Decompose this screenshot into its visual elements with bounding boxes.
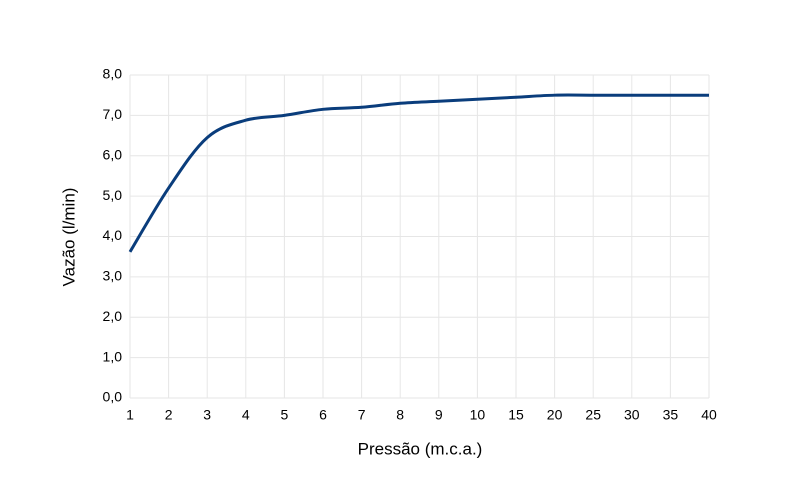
x-tick-label: 10 [470,407,486,423]
x-tick-label: 8 [396,407,404,423]
x-axis-title: Pressão (m.c.a.) [358,439,483,458]
y-axis-title: Vazão (l/min) [59,188,78,287]
y-tick-label: 3,0 [103,268,123,284]
y-tick-label: 2,0 [103,308,123,324]
y-tick-label: 0,0 [103,389,123,405]
x-tick-label: 40 [701,407,717,423]
x-tick-label: 35 [663,407,679,423]
x-tick-label: 6 [319,407,327,423]
y-tick-label: 6,0 [103,146,123,162]
y-tick-label: 8,0 [103,66,123,82]
y-tick-label: 7,0 [103,106,123,122]
x-tick-label: 5 [281,407,289,423]
x-tick-label: 15 [508,407,524,423]
y-tick-label: 5,0 [103,187,123,203]
x-tick-label: 20 [547,407,563,423]
x-tick-label: 3 [203,407,211,423]
x-tick-label: 9 [435,407,443,423]
x-tick-label: 30 [624,407,640,423]
data-line [128,93,709,253]
x-tick-label: 2 [165,407,173,423]
x-tick-label: 1 [126,407,134,423]
y-tick-label: 1,0 [103,348,123,364]
y-tick-label: 4,0 [103,227,123,243]
x-tick-label: 4 [242,407,250,423]
x-tick-label: 25 [585,407,601,423]
x-tick-label: 7 [358,407,366,423]
